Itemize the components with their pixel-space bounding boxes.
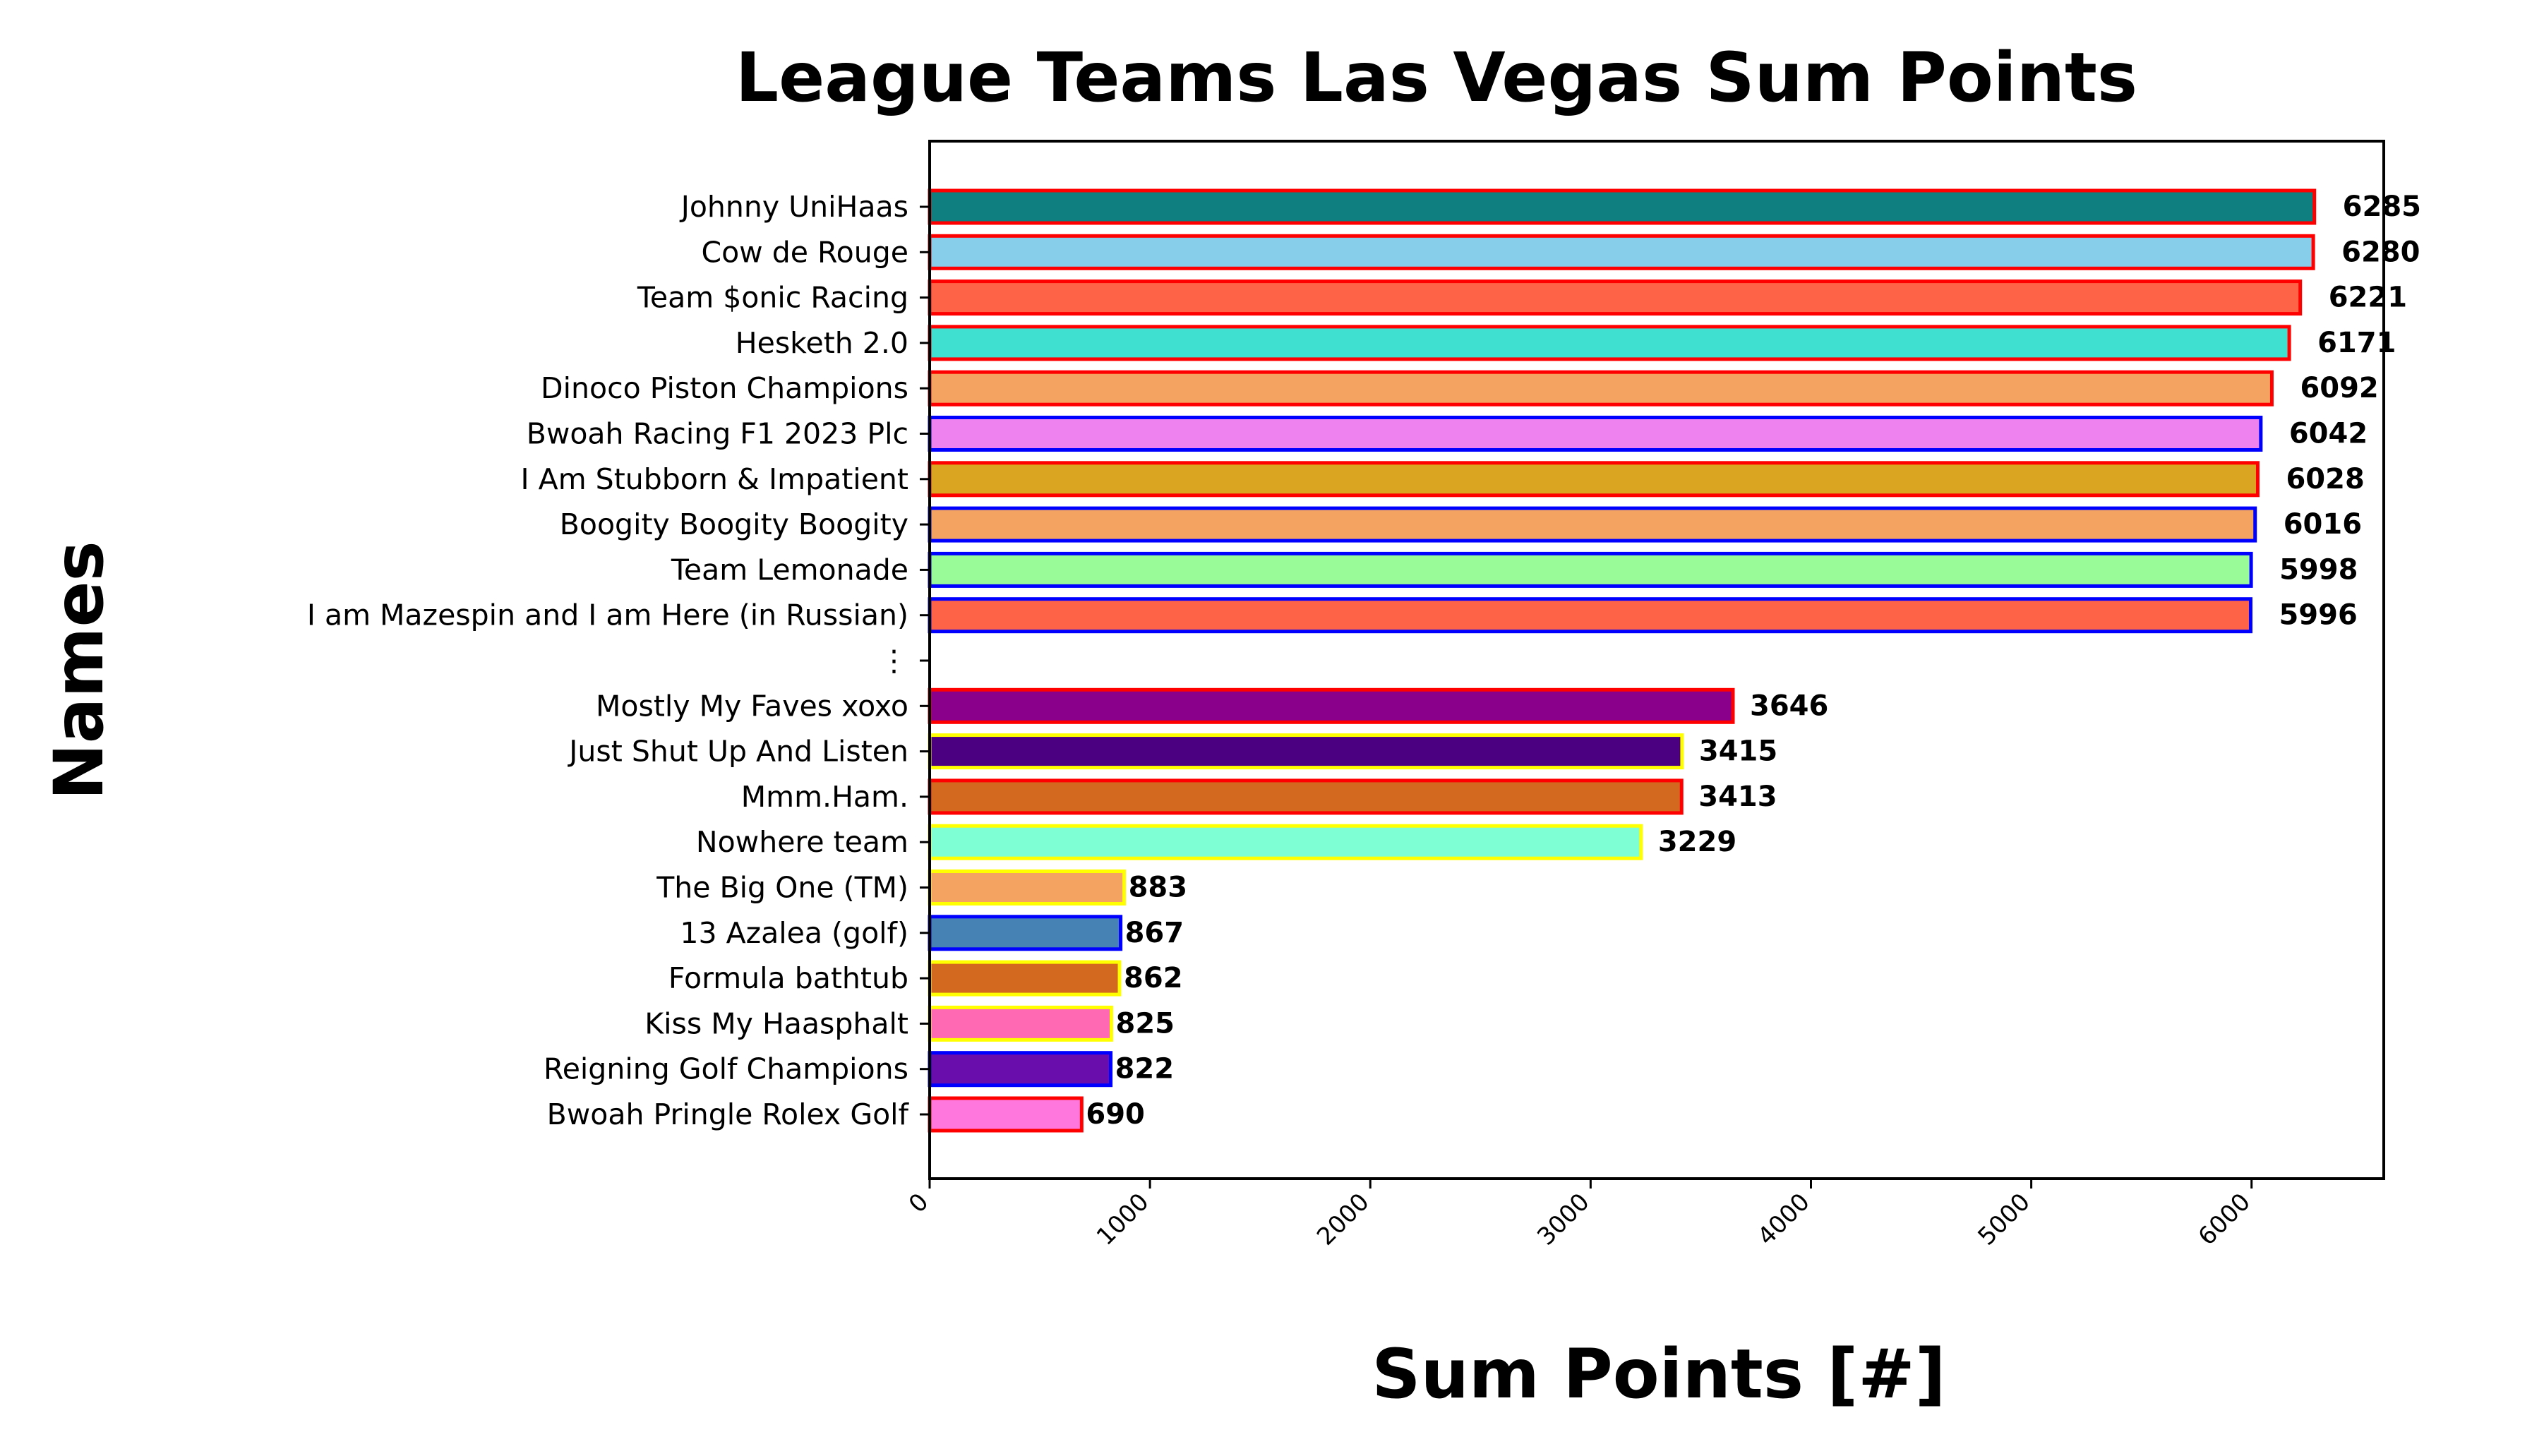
y-tick-label: Mmm.Ham. (741, 780, 908, 814)
bar-value-label: 862 (1124, 962, 1183, 994)
bar (928, 687, 1735, 724)
y-tick-label: I Am Stubborn & Impatient (521, 462, 908, 496)
bar (928, 824, 1643, 860)
y-axis-label: Names (40, 541, 119, 800)
bars-layer (928, 188, 2317, 1133)
plot-frame (928, 140, 2385, 1180)
y-tick-label: Hesketh 2.0 (736, 326, 908, 360)
y-tick-label: Team $onic Racing (637, 281, 908, 315)
bar-value-label: 3413 (1698, 781, 1777, 813)
bar-value-label: 867 (1125, 917, 1184, 949)
bar (928, 234, 2315, 270)
bar (928, 915, 1123, 951)
bar-value-label: 690 (1086, 1098, 1145, 1131)
bar-value-label: 6285 (2343, 191, 2421, 223)
x-tick-label: 3000 (1532, 1188, 1595, 1251)
bar-value-label: 883 (1129, 872, 1188, 904)
bar (928, 1005, 1113, 1042)
bar (928, 506, 2257, 543)
y-tick-label: Bwoah Pringle Rolex Golf (547, 1097, 910, 1131)
y-tick-label: I am Mazespin and I am Here (in Russian) (307, 598, 908, 632)
bar-value-label: 825 (1116, 1007, 1175, 1040)
bar-value-label: 5998 (2279, 553, 2358, 586)
bar (928, 733, 1684, 770)
bar (928, 416, 2263, 452)
y-tick-label: Just Shut Up And Listen (567, 735, 908, 769)
x-tick-label: 6000 (2193, 1188, 2256, 1251)
bar-value-label: 3415 (1699, 735, 1777, 768)
bar (928, 551, 2253, 588)
bar-value-label: 3229 (1658, 826, 1736, 858)
bar (928, 597, 2252, 634)
chart-title: League Teams Las Vegas Sum Points (736, 38, 2137, 117)
bar-value-label: 6028 (2286, 463, 2364, 495)
y-tick-label: Reigning Golf Champions (544, 1052, 908, 1086)
bar-value-label: 6092 (2300, 372, 2378, 404)
x-tick-label: 5000 (1972, 1188, 2035, 1251)
bar-value-labels: 6285628062216171609260426028601659985996… (1086, 191, 2421, 1131)
bar (928, 279, 2303, 316)
bar-value-label: 6016 (2284, 508, 2362, 541)
bar (928, 461, 2260, 498)
x-tick-label: 4000 (1752, 1188, 1815, 1251)
x-axis-label: Sum Points [#] (1372, 1335, 1945, 1414)
bar (928, 188, 2317, 225)
y-tick-label: ⋮ (880, 644, 908, 678)
bar (928, 870, 1127, 906)
x-tick-label: 0 (904, 1188, 935, 1219)
y-tick-label: Nowhere team (696, 825, 908, 859)
x-tick-labels: 0 1000 2000 3000 4000 5000 6000 (904, 1179, 2256, 1251)
bar-value-label: 3646 (1750, 690, 1828, 722)
bar-value-label: 6280 (2341, 236, 2420, 268)
y-tick-label: Johnny UniHaas (679, 190, 908, 224)
bar (928, 370, 2274, 407)
bar (928, 1051, 1113, 1088)
y-tick-label: Bwoah Racing F1 2023 Plc (527, 417, 908, 451)
y-tick-label: Boogity Boogity Boogity (560, 507, 908, 541)
bar-value-label: 6042 (2289, 418, 2368, 450)
bar-value-label: 5996 (2279, 599, 2357, 632)
y-tick-label: Mostly My Faves xoxo (596, 689, 908, 723)
bar (928, 960, 1122, 997)
bar-value-label: 822 (1115, 1053, 1175, 1085)
y-tick-label: The Big One (TM) (656, 871, 908, 905)
y-tick-label: Cow de Rouge (701, 235, 908, 269)
y-tick-label: Dinoco Piston Champions (541, 371, 908, 405)
bar (928, 778, 1684, 815)
y-tick-labels: Johnny UniHaas Cow de Rouge Team $onic Rac… (307, 190, 930, 1131)
x-tick-label: 1000 (1091, 1188, 1154, 1251)
y-tick-label: Kiss My Haasphalt (644, 1006, 908, 1040)
y-tick-label: Team Lemonade (671, 553, 908, 586)
y-tick-label: Formula bathtub (668, 961, 908, 995)
bar-value-label: 6221 (2329, 282, 2407, 314)
bar (928, 325, 2291, 361)
x-tick-label: 2000 (1312, 1188, 1374, 1251)
y-tick-label: 13 Azalea (golf) (680, 916, 908, 950)
bar (928, 1096, 1084, 1133)
